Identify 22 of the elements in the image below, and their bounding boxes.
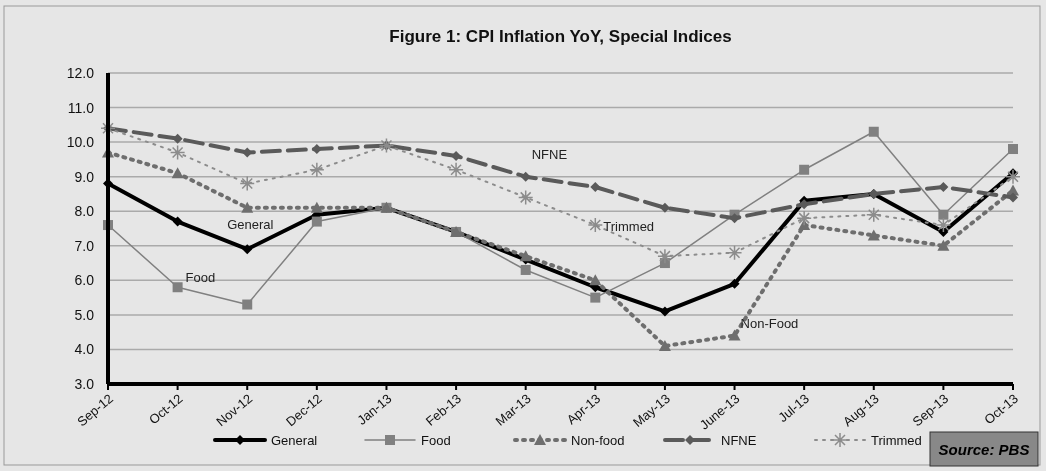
- y-tick-label: 3.0: [74, 376, 95, 392]
- y-tick-label: 8.0: [74, 203, 95, 220]
- annotation: NFNE: [531, 146, 568, 162]
- y-tick-label: 11.0: [67, 99, 95, 116]
- annotation: Food: [185, 270, 216, 286]
- y-tick-label: 12.0: [66, 65, 95, 81]
- y-tick-label: 9.0: [74, 168, 95, 185]
- source-note: Source: PBS: [938, 441, 1030, 458]
- annotation: Trimmed: [603, 219, 655, 235]
- legend-label: Food: [421, 433, 451, 448]
- y-tick-label: 4.0: [74, 341, 95, 358]
- chart-title: Figure 1: CPI Inflation YoY, Special Indices: [389, 27, 732, 46]
- y-tick-label: 7.0: [74, 237, 95, 254]
- y-tick-label: 6.0: [74, 272, 95, 289]
- annotation: General: [227, 217, 274, 233]
- legend-label: General: [271, 433, 318, 448]
- legend-label: Trimmed: [871, 433, 922, 448]
- y-tick-label: 10.0: [66, 134, 95, 151]
- annotation: Non-Food: [740, 315, 799, 331]
- y-tick-label: 5.0: [74, 306, 95, 323]
- legend-label: Non-food: [571, 433, 625, 448]
- legend-label: NFNE: [721, 433, 757, 448]
